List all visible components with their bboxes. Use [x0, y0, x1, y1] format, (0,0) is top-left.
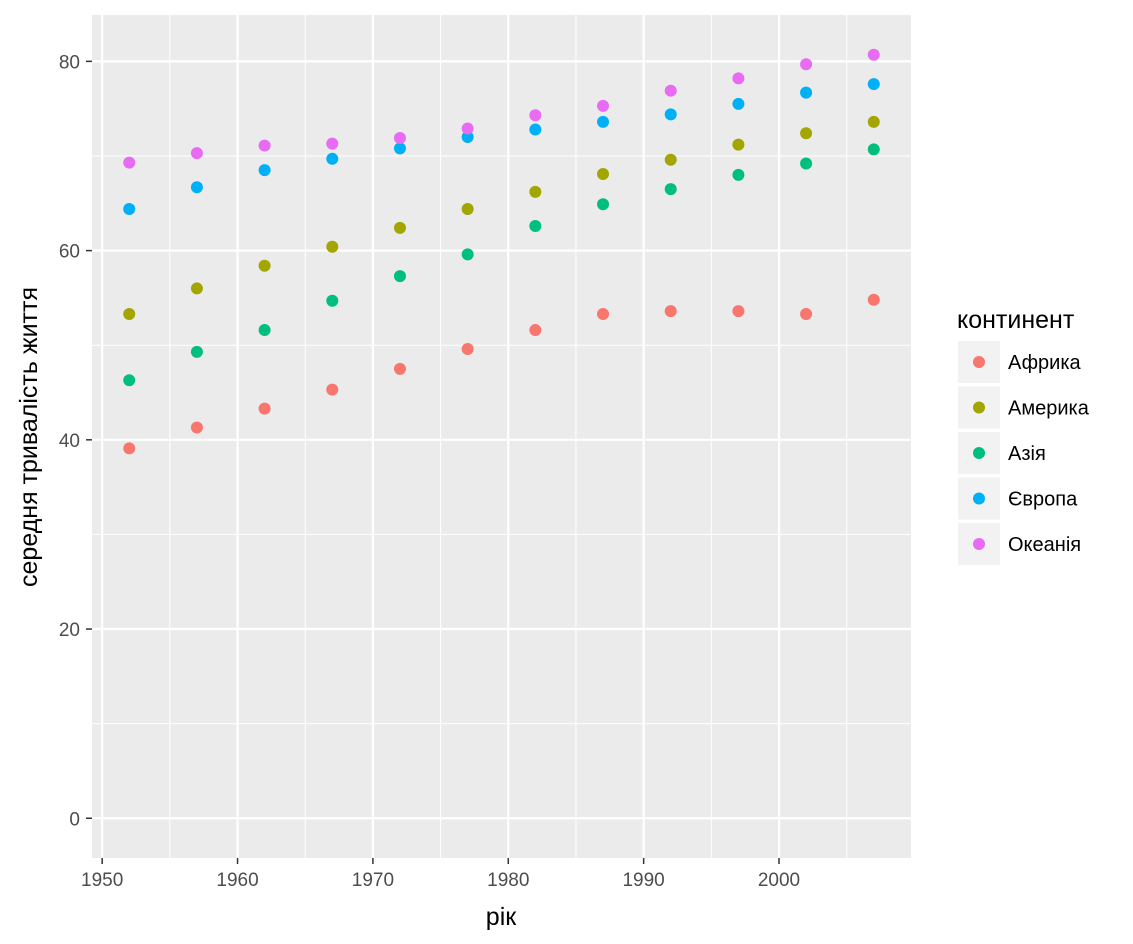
data-point	[393, 142, 406, 155]
minor-gridlines	[92, 15, 911, 858]
legend-label: Європа	[1008, 489, 1078, 511]
legend-label: Америка	[1008, 398, 1090, 420]
data-point	[461, 202, 474, 215]
y-tick-label: 80	[59, 52, 80, 73]
data-point	[732, 305, 745, 318]
data-point	[326, 152, 339, 165]
data-point	[461, 248, 474, 261]
legend: континент Африка Америка Азія Європа Океанія	[957, 306, 1090, 565]
data-point	[190, 147, 203, 160]
data-point	[664, 305, 677, 318]
data-point	[800, 86, 813, 99]
data-point	[258, 402, 271, 415]
legend-swatch	[973, 356, 985, 368]
data-point	[123, 374, 136, 387]
y-tick-label: 20	[59, 620, 80, 641]
data-point	[326, 383, 339, 396]
x-tick-label: 1970	[352, 870, 394, 891]
data-point	[867, 143, 880, 156]
data-point	[190, 282, 203, 295]
data-point	[867, 115, 880, 128]
data-point	[123, 202, 136, 215]
data-point	[597, 307, 610, 320]
legend-swatch	[973, 447, 985, 459]
data-point	[461, 131, 474, 144]
data-point	[529, 123, 542, 136]
data-point	[732, 72, 745, 85]
x-tick-label: 2000	[758, 870, 800, 891]
x-tick-label: 1990	[622, 870, 664, 891]
legend-label: Африка	[1008, 352, 1082, 374]
data-point	[800, 127, 813, 140]
data-point	[258, 139, 271, 152]
data-point	[597, 115, 610, 128]
legend-swatch	[973, 401, 985, 414]
legend-label: Азія	[1008, 443, 1046, 465]
data-point	[867, 48, 880, 61]
data-point	[800, 58, 813, 71]
x-tick-label: 1980	[487, 870, 529, 891]
data-point	[123, 156, 136, 169]
y-axis-title: середня тривалість життя	[15, 287, 43, 587]
legend-title: континент	[957, 306, 1075, 334]
major-gridlines	[92, 15, 911, 858]
data-point	[529, 219, 542, 232]
data-point	[190, 181, 203, 194]
data-point	[529, 324, 542, 337]
data-point	[597, 167, 610, 180]
data-point	[190, 421, 203, 434]
data-point	[664, 84, 677, 97]
legend-swatch	[973, 538, 985, 550]
data-point	[529, 109, 542, 122]
data-point	[123, 307, 136, 320]
data-point	[461, 122, 474, 135]
x-tick-label: 1950	[81, 870, 123, 891]
x-axis-title: рік	[486, 903, 517, 931]
x-tick-label: 1960	[216, 870, 258, 891]
y-tick-label: 40	[59, 431, 80, 452]
data-point	[258, 164, 271, 177]
data-point	[664, 153, 677, 166]
y-tick-label: 60	[59, 242, 80, 263]
data-point	[800, 157, 813, 170]
data-point	[326, 137, 339, 150]
data-point	[393, 221, 406, 234]
data-point	[258, 259, 271, 272]
y-axis: 0 20 40 60 80	[59, 52, 92, 830]
data-point	[732, 138, 745, 151]
data-point	[664, 108, 677, 121]
data-point	[732, 168, 745, 181]
data-point	[190, 345, 203, 358]
data-point	[393, 362, 406, 375]
data-point	[664, 183, 677, 196]
data-point	[393, 131, 406, 144]
data-point	[867, 78, 880, 91]
data-point	[326, 240, 339, 253]
data-point	[732, 97, 745, 110]
data-point	[393, 270, 406, 283]
data-point	[123, 442, 136, 455]
data-point	[800, 307, 813, 320]
data-point	[867, 293, 880, 306]
data-point	[597, 99, 610, 112]
data-point	[529, 185, 542, 198]
plot-panel	[92, 15, 911, 858]
data-point	[258, 324, 271, 337]
legend-label: Океанія	[1008, 534, 1081, 556]
data-point	[461, 342, 474, 355]
data-point	[326, 294, 339, 307]
data-point	[597, 198, 610, 211]
x-axis: 1950 1960 1970 1980 1990 2000	[81, 858, 800, 891]
legend-swatch	[973, 492, 985, 505]
y-tick-label: 0	[69, 809, 80, 830]
data-points	[123, 48, 880, 455]
